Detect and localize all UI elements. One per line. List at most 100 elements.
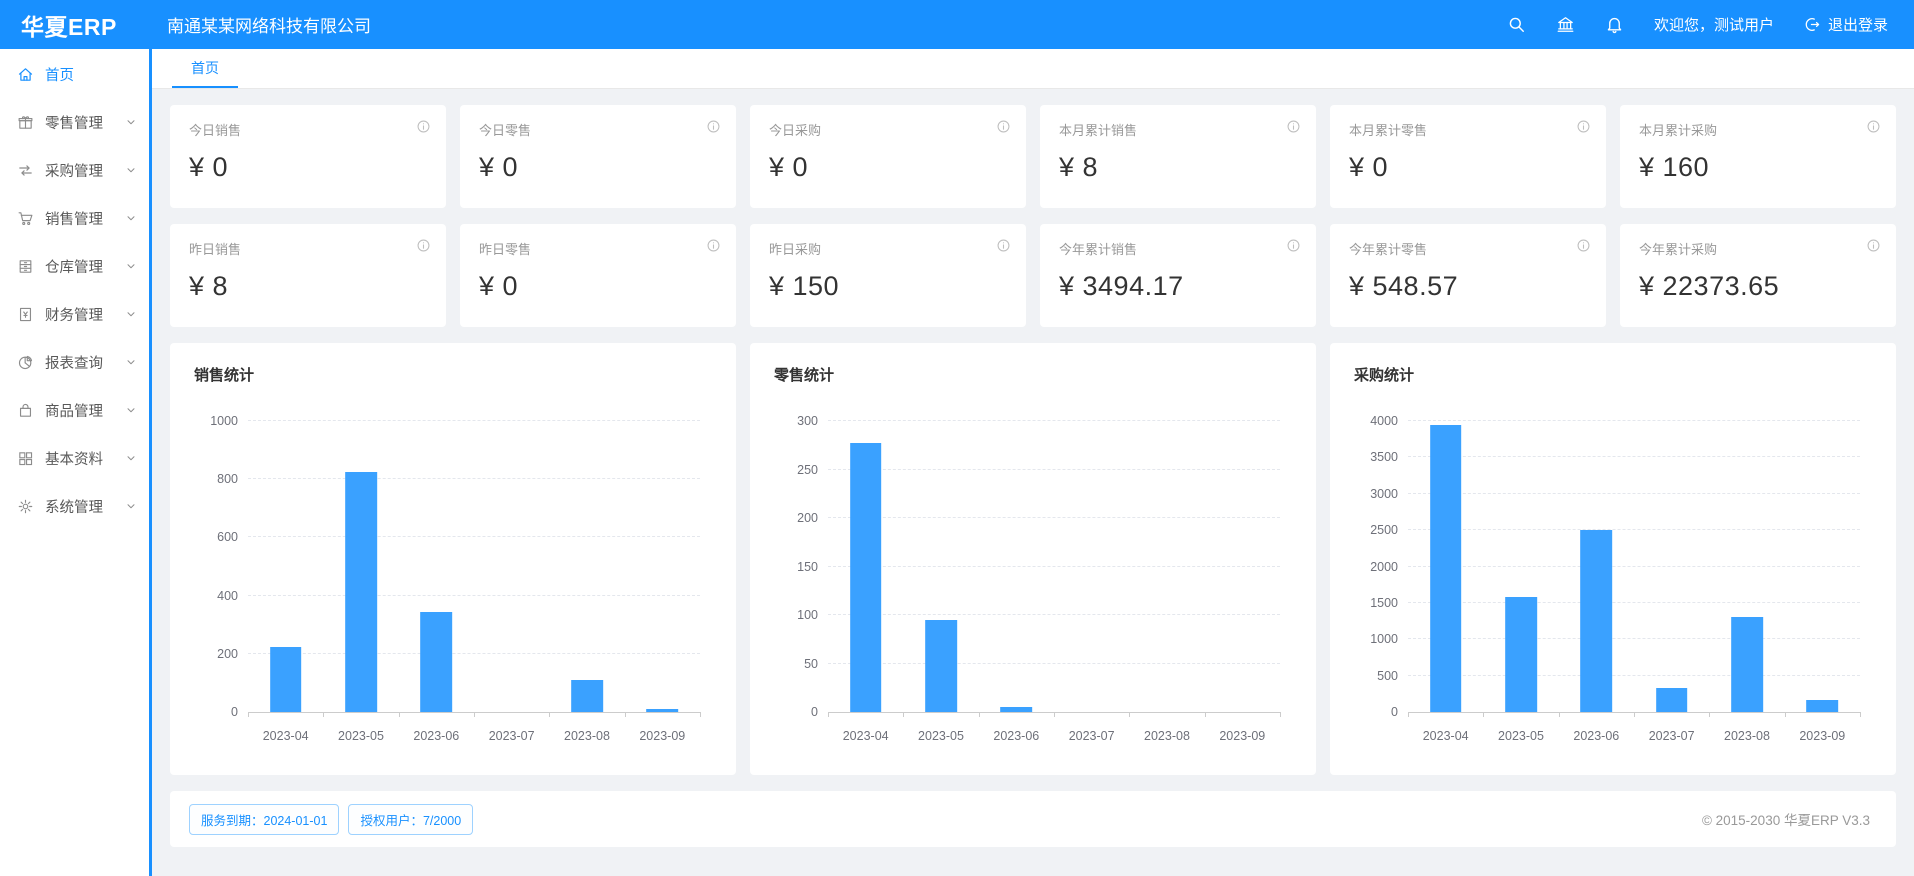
stat-card-value: ¥ 0 (769, 152, 809, 182)
stat-card-month-sales: 本月累计销售 ¥ 8 (1040, 105, 1316, 208)
chart-gridline (1408, 456, 1860, 458)
x-axis-tick (398, 712, 400, 717)
stat-card-value: ¥ 8 (189, 271, 229, 301)
x-axis-tick (1483, 712, 1485, 717)
chart-bar-slot (248, 421, 323, 712)
sidebar-divider (149, 49, 152, 876)
y-axis-tick-label: 4000 (1370, 414, 1398, 428)
sidebar-item-basic[interactable]: 基本资料 (0, 434, 149, 482)
x-axis-tick (549, 712, 551, 717)
info-icon[interactable] (416, 238, 431, 253)
chart-gridline (828, 614, 1280, 615)
stat-card-value: ¥ 0 (479, 152, 519, 182)
x-axis-tick-label: 2023-05 (1498, 729, 1544, 743)
chart-gridline (828, 565, 1280, 567)
y-axis-tick-label: 800 (217, 472, 238, 487)
chart-bar (1000, 707, 1033, 712)
bank-icon[interactable] (1556, 15, 1575, 34)
x-axis-tick-label: 2023-07 (488, 729, 535, 743)
chart-bar (925, 619, 957, 712)
stat-card-label: 本月累计采购 (1639, 123, 1718, 138)
chart-panel-retail: 零售统计 0 50 100 150 200 250 300 2023-04 2023-05 2023… (750, 343, 1316, 775)
info-icon[interactable] (416, 119, 431, 134)
sidebar-item-system[interactable]: 系统管理 (0, 482, 149, 530)
stat-card-today-retail: 今日零售 ¥ 0 (460, 105, 736, 208)
chevron-down-icon (125, 260, 137, 272)
chart-gridline (828, 420, 1280, 421)
info-icon[interactable] (1866, 238, 1881, 253)
info-icon[interactable] (1866, 119, 1881, 134)
finance-icon (17, 306, 34, 323)
charts-row: 销售统计 0 200 400 600 800 1000 2023-04 2023-05 2023-… (170, 343, 1896, 775)
sidebar-item-reports[interactable]: 报表查询 (0, 338, 149, 386)
company-name: 南通某某网络科技有限公司 (167, 17, 371, 36)
x-axis-tick-label: 2023-09 (1799, 729, 1846, 743)
sidebar-item-sales[interactable]: 销售管理 (0, 194, 149, 242)
info-icon[interactable] (996, 238, 1011, 253)
sidebar-item-label: 财务管理 (45, 307, 103, 324)
chart-title: 采购统计 (1354, 367, 1415, 384)
stat-card-value: ¥ 3494.17 (1059, 271, 1184, 301)
purchase-icon (17, 162, 34, 179)
info-icon[interactable] (1286, 238, 1301, 253)
info-icon[interactable] (706, 238, 721, 253)
stat-card-label: 今年累计零售 (1349, 242, 1428, 257)
chevron-down-icon (125, 452, 137, 464)
x-axis-tick (1054, 712, 1055, 717)
chart-gridline (1408, 565, 1860, 567)
chart-bar-slot (1559, 421, 1634, 712)
y-axis-tick-label: 1000 (210, 414, 238, 428)
stat-card-year-sales: 今年累计销售 ¥ 3494.17 (1040, 224, 1316, 327)
chart-bar (1505, 597, 1537, 712)
chart-title: 零售统计 (774, 367, 835, 384)
sidebar-item-goods[interactable]: 商品管理 (0, 386, 149, 434)
logout-icon (1804, 16, 1821, 33)
y-axis-tick-label: 1500 (1370, 595, 1398, 610)
stat-card-year-purchase: 今年累计采购 ¥ 22373.65 (1620, 224, 1896, 327)
chart-bar-slot (625, 421, 700, 712)
info-icon[interactable] (996, 119, 1011, 134)
x-axis-tick (828, 712, 829, 717)
tab-home[interactable]: 首页 (172, 49, 238, 88)
chart-bar (571, 680, 603, 712)
sidebar-item-warehouse[interactable]: 仓库管理 (0, 242, 149, 290)
chart-bar-slot (549, 421, 624, 712)
x-axis-tick-label: 2023-07 (1068, 729, 1115, 743)
chart-bar-slot (979, 421, 1054, 712)
x-axis-tick-label: 2023-09 (1219, 729, 1266, 743)
y-axis-tick-label: 3000 (1370, 486, 1398, 501)
chevron-down-icon (125, 500, 137, 512)
y-axis-tick-label: 0 (231, 705, 238, 719)
chart-gridline (248, 478, 700, 480)
stat-card-value: ¥ 0 (189, 152, 229, 182)
y-axis-tick-label: 300 (797, 414, 818, 428)
x-axis-tick (1634, 712, 1635, 717)
stat-card-yesterday-purchase: 昨日采购 ¥ 150 (750, 224, 1026, 327)
y-axis-tick-label: 1000 (1370, 632, 1398, 647)
info-icon[interactable] (706, 119, 721, 134)
stat-card-label: 昨日零售 (479, 242, 532, 257)
chart-bar-slot (399, 421, 474, 712)
sidebar-item-purchase[interactable]: 采购管理 (0, 146, 149, 194)
sidebar-item-retail[interactable]: 零售管理 (0, 98, 149, 146)
x-axis-tick (248, 712, 249, 717)
logout-button[interactable]: 退出登录 (1804, 14, 1888, 35)
x-axis-tick (474, 712, 475, 717)
chart-bar-slot (1785, 421, 1860, 712)
app-header: 华夏ERP 南通某某网络科技有限公司 欢迎您，测试用户 退出登录 (0, 0, 1914, 49)
bell-icon[interactable] (1605, 15, 1624, 34)
search-icon[interactable] (1507, 15, 1526, 34)
service-expiry-badge: 服务到期：2024-01-01 (189, 803, 340, 835)
home-icon (17, 66, 34, 83)
x-axis-tick-label: 2023-07 (1648, 729, 1695, 743)
info-icon[interactable] (1576, 119, 1591, 134)
sidebar-item-finance[interactable]: 财务管理 (0, 290, 149, 338)
stat-card-label: 本月累计销售 (1059, 123, 1138, 138)
sidebar-item-home[interactable]: 首页 (0, 50, 149, 98)
stat-card-label: 今年累计采购 (1639, 242, 1718, 257)
info-icon[interactable] (1576, 238, 1591, 253)
chart-bar (1655, 688, 1688, 712)
info-icon[interactable] (1286, 119, 1301, 134)
chart-bar-slot (1205, 421, 1280, 712)
